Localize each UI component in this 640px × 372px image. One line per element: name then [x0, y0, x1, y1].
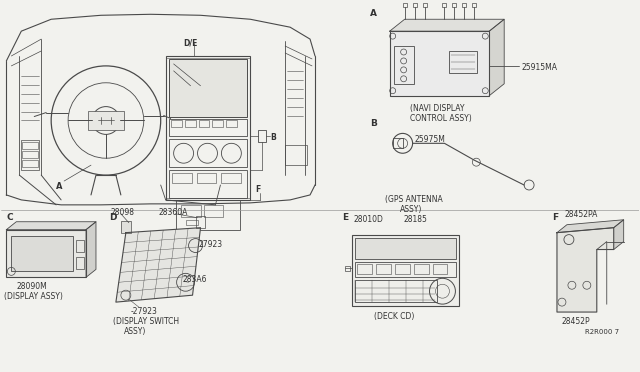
Text: 28098: 28098	[111, 208, 135, 217]
Bar	[186, 220, 198, 225]
Bar	[121, 221, 131, 232]
Text: 27923: 27923	[198, 240, 223, 248]
Bar	[442, 3, 447, 7]
Text: -27923: -27923	[131, 307, 157, 316]
Text: B: B	[370, 119, 377, 128]
Bar	[184, 121, 196, 128]
Text: 25975M: 25975M	[415, 135, 445, 144]
Text: 28452P: 28452P	[562, 317, 591, 326]
Text: 28452PA: 28452PA	[565, 210, 598, 219]
Text: C: C	[6, 213, 13, 222]
Bar	[462, 3, 467, 7]
Text: E: E	[342, 213, 348, 222]
Bar	[169, 119, 247, 137]
Polygon shape	[557, 228, 614, 312]
Bar	[196, 173, 216, 183]
Bar	[169, 140, 247, 167]
Bar	[352, 235, 460, 306]
Text: 283A6: 283A6	[182, 275, 207, 284]
Text: B: B	[270, 134, 276, 142]
Text: (GPS ANTENNA: (GPS ANTENNA	[385, 195, 442, 204]
Text: D/E: D/E	[184, 38, 198, 47]
Bar	[12, 235, 73, 271]
Text: 25915MA: 25915MA	[521, 63, 557, 72]
Text: (DECK CD): (DECK CD)	[374, 312, 414, 321]
Bar	[413, 3, 417, 7]
Text: 28010D: 28010D	[354, 215, 384, 224]
Bar	[21, 140, 39, 170]
Bar	[172, 173, 191, 183]
Text: 28185: 28185	[404, 215, 428, 224]
Text: A: A	[56, 182, 63, 191]
Bar	[355, 280, 438, 302]
Bar	[204, 205, 223, 217]
Bar	[357, 264, 372, 274]
Text: (NAVI DISPLAY: (NAVI DISPLAY	[410, 104, 464, 113]
Bar	[169, 170, 247, 198]
Bar	[413, 264, 429, 274]
Text: ASSY): ASSY)	[124, 327, 146, 336]
Bar	[395, 264, 410, 274]
Polygon shape	[116, 228, 200, 302]
Bar	[166, 56, 250, 200]
Bar	[449, 51, 477, 73]
Bar	[472, 3, 476, 7]
Text: 28090M: 28090M	[17, 282, 47, 291]
Bar	[180, 205, 200, 217]
Bar	[393, 138, 403, 148]
Bar	[376, 264, 390, 274]
Bar	[355, 262, 456, 277]
Bar	[221, 173, 241, 183]
Text: R2R000 7: R2R000 7	[585, 329, 619, 335]
Text: (DISPLAY SWITCH: (DISPLAY SWITCH	[113, 317, 179, 326]
Bar	[345, 266, 350, 271]
Bar	[390, 31, 489, 96]
Bar	[22, 151, 38, 158]
Polygon shape	[6, 222, 96, 230]
Bar	[227, 121, 237, 128]
Bar	[88, 110, 124, 131]
Polygon shape	[557, 220, 623, 232]
Bar	[6, 230, 86, 277]
Polygon shape	[390, 19, 504, 31]
Bar	[169, 59, 247, 116]
Text: D: D	[109, 213, 116, 222]
Text: ASSY): ASSY)	[399, 205, 422, 214]
Text: F: F	[552, 213, 558, 222]
Bar	[198, 121, 209, 128]
Bar	[175, 200, 241, 230]
Polygon shape	[489, 19, 504, 96]
Bar	[171, 121, 182, 128]
Text: (DISPLAY ASSY): (DISPLAY ASSY)	[4, 292, 63, 301]
Bar	[394, 46, 413, 84]
Polygon shape	[86, 222, 96, 277]
Bar	[22, 142, 38, 149]
Polygon shape	[121, 221, 131, 232]
Text: 28360A: 28360A	[159, 208, 188, 217]
Text: CONTROL ASSY): CONTROL ASSY)	[410, 113, 471, 122]
Bar	[403, 3, 406, 7]
Bar	[422, 3, 426, 7]
Bar	[452, 3, 456, 7]
Bar	[433, 264, 447, 274]
Bar	[76, 240, 84, 251]
Bar	[285, 145, 307, 165]
Bar	[196, 216, 205, 228]
Bar	[76, 257, 84, 269]
Polygon shape	[614, 220, 623, 250]
Bar	[355, 238, 456, 259]
Bar	[212, 121, 223, 128]
Text: A: A	[370, 9, 377, 18]
Text: F: F	[255, 185, 260, 194]
Bar	[259, 131, 266, 142]
Bar	[22, 160, 38, 167]
